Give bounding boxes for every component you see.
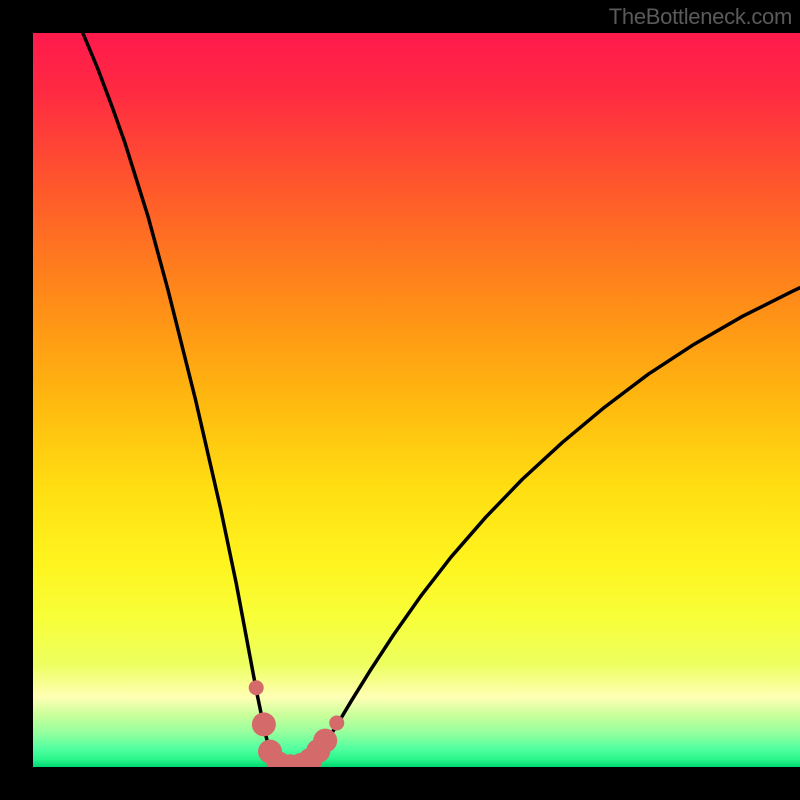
- marker-dot: [329, 715, 344, 730]
- marker-dot: [249, 680, 264, 695]
- bottleneck-curve: [33, 33, 800, 767]
- marker-dot: [252, 712, 276, 736]
- plot-area: [33, 33, 800, 767]
- figure-container: TheBottleneck.com: [0, 0, 800, 800]
- marker-dot: [313, 729, 337, 753]
- optimal-range-markers: [249, 680, 345, 767]
- watermark-text: TheBottleneck.com: [609, 4, 792, 30]
